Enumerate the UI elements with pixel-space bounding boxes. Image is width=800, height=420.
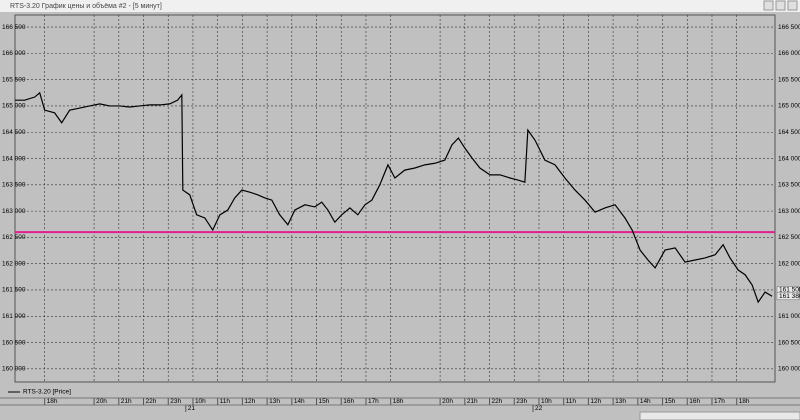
y-tick-label-right: 165 500 <box>778 76 800 83</box>
x-tick-label: 11h <box>566 398 577 405</box>
y-tick-label-right: 163 000 <box>778 208 800 215</box>
x-tick-label: 18h <box>739 398 750 405</box>
y-tick-label: 164 500 <box>2 129 26 136</box>
x-tick-label: 23h <box>170 398 181 405</box>
price-marker-box <box>776 292 800 301</box>
y-tick-label-right: 160 500 <box>778 339 800 346</box>
y-tick-label-right: 160 000 <box>778 366 800 373</box>
x-tick-label: 16h <box>343 398 354 405</box>
y-tick-label: 166 500 <box>2 24 26 31</box>
x-tick-label: 23h <box>516 398 527 405</box>
y-tick-label: 163 000 <box>2 208 26 215</box>
x-tick-label: 14h <box>640 398 651 405</box>
y-tick-label: 165 500 <box>2 76 26 83</box>
x-tick-label: 21h <box>467 398 478 405</box>
day-tick-label: 21 <box>188 405 196 412</box>
y-tick-label-right: 164 500 <box>778 129 800 136</box>
x-tick-label: 12h <box>590 398 601 405</box>
y-tick-label: 162 500 <box>2 234 26 241</box>
y-tick-label-right: 161 000 <box>778 313 800 320</box>
x-tick-label: 21h <box>121 398 132 405</box>
x-tick-label: 11h <box>220 398 231 405</box>
y-tick-label: 162 000 <box>2 260 26 267</box>
minimize-button[interactable] <box>763 0 774 11</box>
y-tick-label: 160 000 <box>2 366 26 373</box>
price-line <box>15 91 773 304</box>
y-tick-label-right: 163 500 <box>778 182 800 189</box>
x-tick-label: 15h <box>319 398 330 405</box>
y-tick-label-right: 166 000 <box>778 50 800 57</box>
price-marker-label: 161 380 <box>779 293 800 300</box>
y-tick-label: 160 500 <box>2 339 26 346</box>
y-tick-label: 161 000 <box>2 313 26 320</box>
window-title: RTS-3.20 График цены и объёма #2 - [5 ми… <box>10 2 162 10</box>
x-tick-label: 17h <box>714 398 725 405</box>
legend-label: RTS-3.20 [Price] <box>23 389 71 396</box>
x-tick-label: 18h <box>393 398 404 405</box>
maximize-button[interactable] <box>775 0 786 11</box>
y-tick-label-right: 162 500 <box>778 234 800 241</box>
x-tick-label: 20h <box>442 398 453 405</box>
x-tick-label: 10h <box>195 398 206 405</box>
x-tick-label: 13h <box>269 398 280 405</box>
y-tick-label: 163 500 <box>2 182 26 189</box>
price-marker-label: 161 500 <box>779 287 800 294</box>
x-tick-label: 17h <box>368 398 379 405</box>
y-tick-label-right: 166 500 <box>778 24 800 31</box>
y-tick-label-right: 164 000 <box>778 155 800 162</box>
close-button[interactable] <box>787 0 798 11</box>
plot-frame <box>14 14 776 383</box>
x-tick-label: 18h <box>47 398 58 405</box>
y-tick-label: 166 000 <box>2 50 26 57</box>
x-tick-label: 14h <box>294 398 305 405</box>
day-tick-label: 22 <box>535 405 543 412</box>
y-tick-label: 164 000 <box>2 155 26 162</box>
y-tick-label: 161 500 <box>2 287 26 294</box>
x-tick-label: 16h <box>689 398 700 405</box>
y-tick-label: 165 000 <box>2 103 26 110</box>
x-tick-label: 12h <box>244 398 255 405</box>
title-bar <box>0 0 800 12</box>
x-tick-label: 10h <box>541 398 552 405</box>
x-tick-label: 13h <box>615 398 626 405</box>
x-tick-label: 20h <box>96 398 107 405</box>
y-tick-label-right: 165 000 <box>778 103 800 110</box>
scrollbar[interactable] <box>639 411 800 420</box>
y-tick-label-right: 162 000 <box>778 260 800 267</box>
x-tick-label: 22h <box>146 398 157 405</box>
x-tick-label: 15h <box>665 398 676 405</box>
x-tick-label: 22h <box>492 398 503 405</box>
